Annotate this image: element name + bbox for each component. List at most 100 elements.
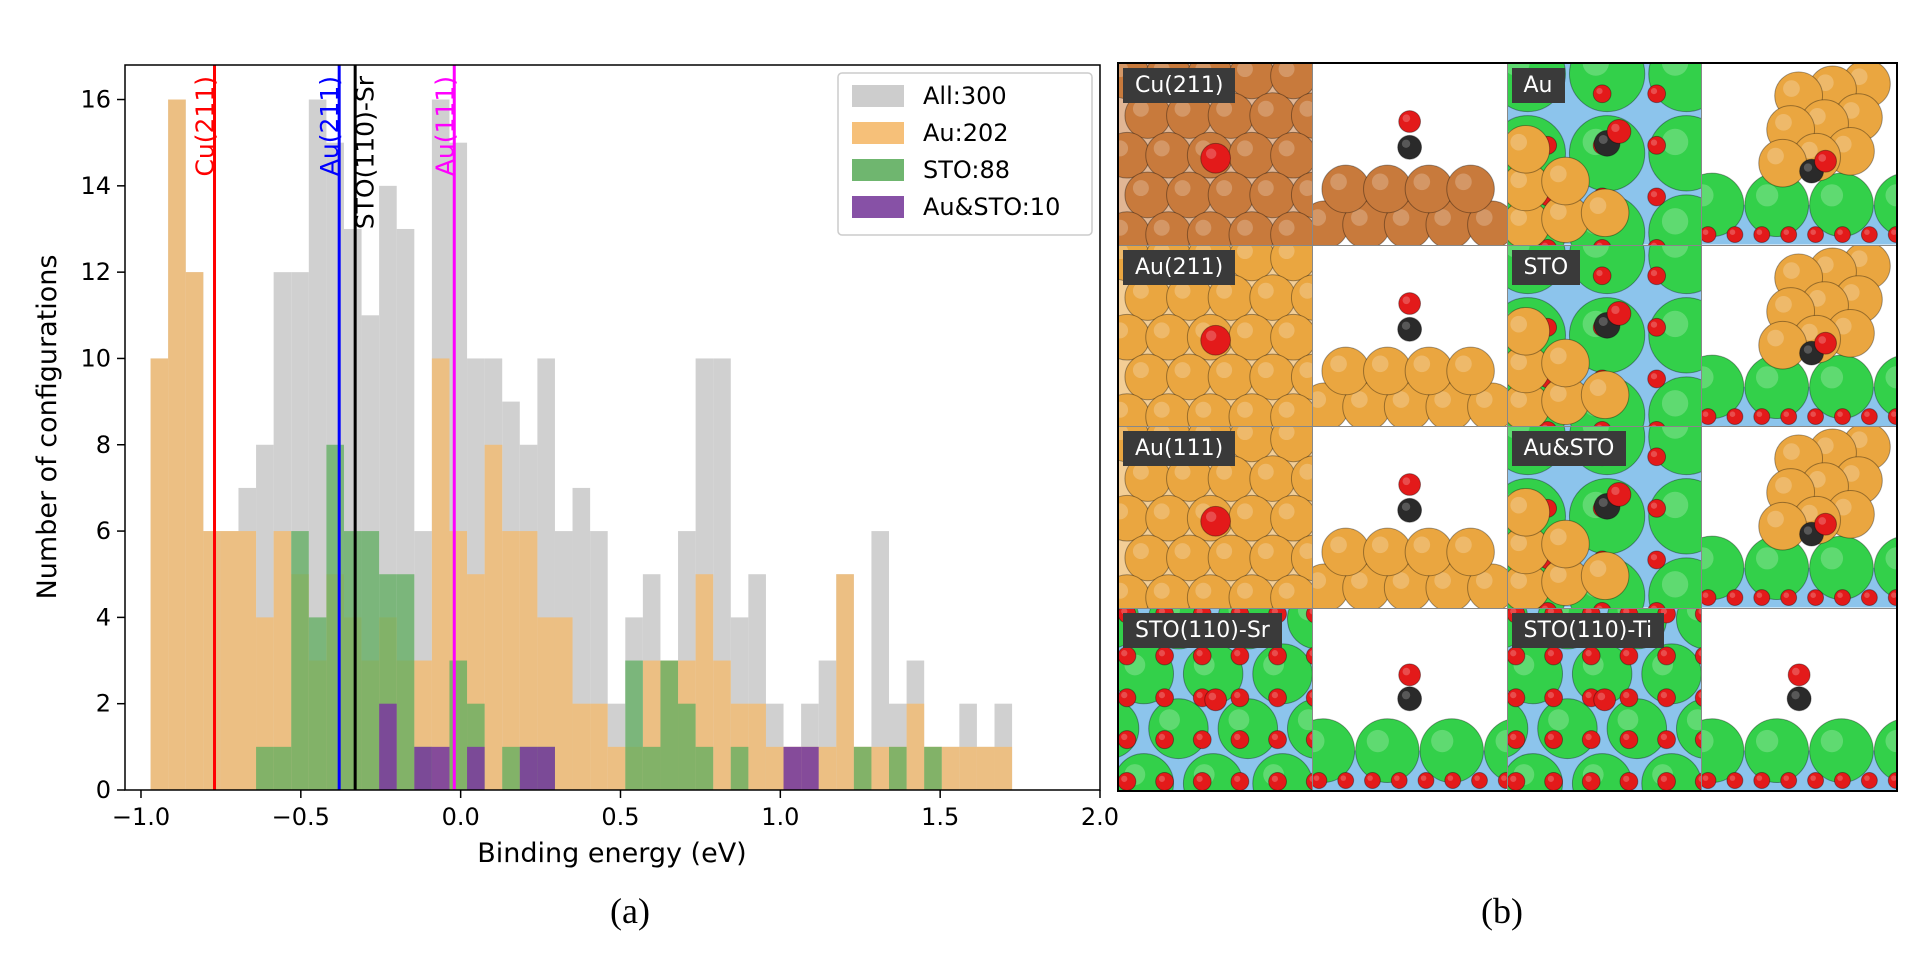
y-tick-label: 0: [96, 776, 111, 804]
bar-sto-6: [256, 746, 274, 790]
structure-panel-side-panel-3: [1701, 64, 1896, 246]
reference-lines: Cu(211) Au(211) STO(110)-Sr Au(111): [191, 65, 459, 790]
y-tick-label: 4: [96, 603, 111, 631]
structure-panels-grid: Cu(211) Au Au(211) STO Au(111) Au&STO STO(110)…: [1117, 62, 1898, 792]
bar-sto-42: [889, 746, 907, 790]
bar-sto-17: [449, 660, 468, 790]
x-tick-label: 0.0: [442, 803, 480, 831]
panel-label: Cu(211): [1123, 68, 1236, 103]
bar-au-38: [818, 746, 837, 790]
bars-layer: [150, 99, 1013, 791]
bar-au-7: [273, 531, 292, 790]
bar-au-and-sto-36: [783, 746, 802, 790]
atom-render: [1507, 245, 1701, 426]
vline-label-3: Au(111): [430, 76, 459, 176]
structure-panel-top-sto110-ti: STO(110)-Ti: [1507, 608, 1702, 790]
bar-au-39: [836, 574, 854, 790]
bar-au-45: [941, 746, 960, 790]
bar-sto-20: [502, 746, 520, 790]
legend-entry: Au&STO:10: [923, 193, 1060, 221]
bar-au-23: [554, 617, 573, 790]
y-tick-label: 2: [96, 690, 111, 718]
bar-au-43: [906, 703, 925, 790]
structure-panel-side-panel-7: [1701, 245, 1896, 427]
bar-au-46: [959, 746, 977, 790]
x-tick-label: 1.5: [921, 803, 959, 831]
bar-au-and-sto-21: [519, 746, 538, 790]
vline-label-0: Cu(211): [191, 76, 220, 177]
y-tick-label: 14: [80, 172, 111, 200]
bar-sto-40: [853, 746, 872, 790]
x-axis-ticks: −1.0 −0.5 0.0 0.5 1.0 1.5 2.0: [112, 790, 1119, 831]
bar-au-19: [484, 444, 503, 790]
bar-au-35: [765, 746, 784, 790]
legend-swatch: [852, 122, 904, 144]
caption-b: (b): [1481, 891, 1523, 931]
y-axis-label: Number of configurations: [32, 255, 63, 600]
atom-render: [1701, 245, 1896, 426]
panel-label: STO(110)-Sr: [1123, 612, 1282, 648]
atom-render: [1313, 662, 1507, 790]
structure-panel-top-sto: STO: [1507, 245, 1702, 427]
structure-panel-top-sto110-sr: STO(110)-Sr: [1119, 608, 1314, 790]
caption-a: (a): [610, 891, 650, 931]
panel-label: Au&STO: [1511, 431, 1627, 466]
structure-panel-top-cu211: Cu(211): [1119, 64, 1314, 246]
atom-render: [1701, 64, 1896, 245]
structure-panel-side-panel-9: [1313, 427, 1508, 609]
bar-au-and-sto-18: [467, 746, 485, 790]
legend-box: [837, 72, 1093, 236]
panel-label: Au(111): [1123, 431, 1236, 466]
bar-au-and-sto-13: [379, 703, 397, 790]
bar-sto-8: [291, 531, 309, 790]
x-tick-label: −0.5: [272, 803, 330, 831]
bar-au-3: [203, 531, 221, 790]
bar-sto-30: [678, 703, 696, 790]
bar-au-24: [572, 703, 591, 790]
bar-au-25: [590, 703, 608, 790]
legend-entry: All:300: [923, 82, 1007, 110]
bar-all-41: [871, 531, 890, 790]
atom-render: [1313, 291, 1507, 426]
structure-panel-side-panel-15: [1701, 608, 1896, 790]
y-tick-label: 8: [96, 431, 111, 459]
structure-panel-side-panel-5: [1313, 245, 1508, 427]
structure-panel-side-panel-11: [1701, 427, 1896, 609]
legend-entry: Au:202: [923, 119, 1009, 147]
bar-au-34: [748, 703, 766, 790]
bar-au-20: [502, 531, 520, 790]
bar-au-0: [150, 358, 169, 790]
bar-sto-14: [396, 574, 415, 790]
bar-sto-7: [273, 746, 292, 790]
bar-sto-12: [361, 531, 380, 790]
structure-panel-top-austo: Au&STO: [1507, 427, 1702, 609]
structure-panel-side-panel-1: [1313, 64, 1508, 246]
bar-sto-29: [660, 660, 679, 790]
legend-swatch: [852, 196, 904, 218]
bar-au-32: [713, 660, 731, 790]
bar-sto-28: [642, 746, 661, 790]
x-tick-label: 2.0: [1081, 803, 1119, 831]
atom-render: [1701, 427, 1896, 608]
panel-label: STO(110)-Ti: [1511, 612, 1665, 648]
structure-panel-top-au: Au: [1507, 64, 1702, 246]
panel-label: Au(211): [1123, 249, 1236, 285]
bar-au-5: [238, 531, 257, 790]
legend-entry: STO:88: [923, 156, 1010, 184]
vline-label-1: Au(211): [315, 76, 344, 176]
y-tick-label: 16: [80, 86, 111, 114]
bar-sto-33: [730, 746, 749, 790]
atom-render: [1313, 473, 1507, 608]
legend-swatch: [852, 159, 904, 181]
x-tick-label: 1.0: [761, 803, 799, 831]
bar-au-41: [871, 746, 890, 790]
x-tick-label: 0.5: [601, 803, 639, 831]
y-tick-label: 6: [96, 517, 111, 545]
bar-au-26: [607, 746, 626, 790]
structure-panel-side-panel-13: [1313, 608, 1508, 790]
x-axis-label: Binding energy (eV): [477, 838, 746, 869]
bar-au-21: [519, 531, 538, 790]
bar-au-1: [168, 99, 186, 791]
structure-panel-top-au211: Au(211): [1119, 245, 1314, 427]
